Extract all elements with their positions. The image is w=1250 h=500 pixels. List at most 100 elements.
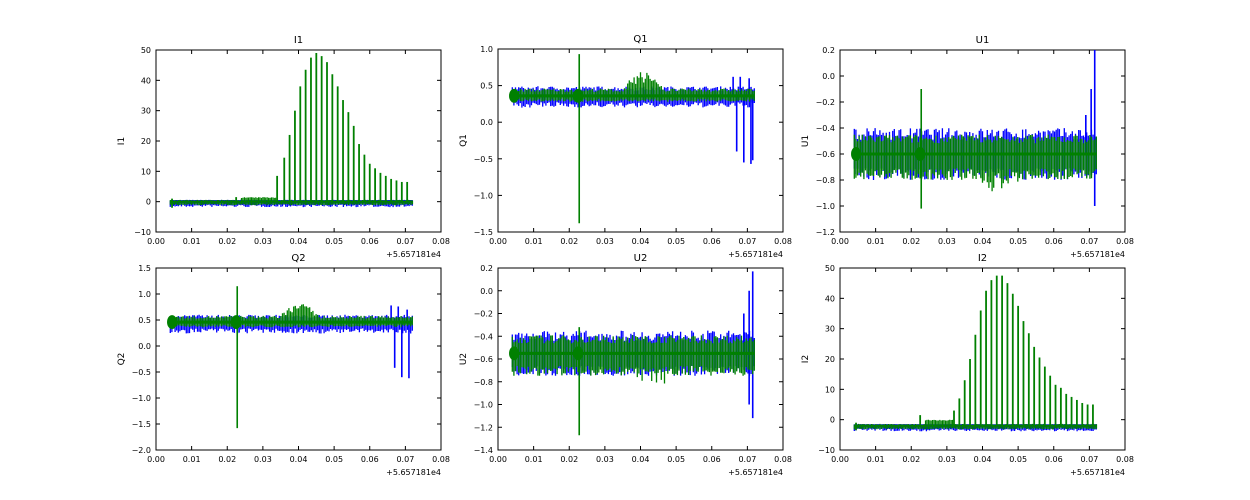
x-tick-label: 0.07 xyxy=(1080,455,1098,464)
x-tick-label: 0.00 xyxy=(831,455,849,464)
x-offset-label: +5.657181e4 xyxy=(386,250,441,259)
y-tick-label: 0 xyxy=(146,198,151,207)
y-tick-label: 0.0 xyxy=(480,118,493,127)
series-green-marker xyxy=(231,315,242,330)
y-tick-label: 0.2 xyxy=(822,46,835,55)
y-tick-label: −1.5 xyxy=(474,228,493,237)
x-tick-label: 0.07 xyxy=(738,237,756,246)
x-tick-label: 0.08 xyxy=(432,237,450,246)
x-tick-label: 0.02 xyxy=(902,237,920,246)
x-tick-label: 0.01 xyxy=(183,455,201,464)
x-tick-label: 0.08 xyxy=(1116,455,1134,464)
y-tick-label: 0.0 xyxy=(480,287,493,296)
x-tick-label: 0.02 xyxy=(560,237,578,246)
x-tick-label: 0.04 xyxy=(290,455,308,464)
x-tick-label: 0.00 xyxy=(147,237,165,246)
y-tick-label: −1.4 xyxy=(474,446,493,455)
x-offset-label: +5.657181e4 xyxy=(728,468,783,477)
y-tick-label: 0.5 xyxy=(480,82,493,91)
x-offset-label: +5.657181e4 xyxy=(1070,250,1125,259)
x-tick-label: 0.00 xyxy=(147,455,165,464)
y-tick-label: −1.2 xyxy=(816,228,835,237)
plot-area xyxy=(155,267,442,451)
x-tick-label: 0.02 xyxy=(218,237,236,246)
chart-title: Q1 xyxy=(633,34,647,45)
x-tick-label: 0.04 xyxy=(632,455,650,464)
x-tick-label: 0.01 xyxy=(525,455,543,464)
x-offset-label: +5.657181e4 xyxy=(386,468,441,477)
x-tick-label: 0.04 xyxy=(974,455,992,464)
x-tick-label: 0.05 xyxy=(667,237,685,246)
x-tick-label: 0.07 xyxy=(396,455,414,464)
x-tick-label: 0.00 xyxy=(489,455,507,464)
y-tick-label: 0.2 xyxy=(480,264,493,273)
chart-title: U1 xyxy=(976,35,990,46)
x-tick-label: 0.05 xyxy=(325,237,343,246)
y-tick-label: 1.5 xyxy=(138,264,151,273)
series-group xyxy=(851,50,1097,209)
chart-panel-u2: U2 U2 0.00 0.01 0.02 0.03 0.04 0.05 0.06 0.07 0.08… xyxy=(459,253,792,477)
series-group xyxy=(167,286,413,429)
y-tick-label: −0.6 xyxy=(474,355,493,364)
y-tick-label: 40 xyxy=(825,294,835,303)
y-tick-label: 20 xyxy=(141,137,151,146)
series-green-marker xyxy=(851,147,862,161)
x-tick-label: 0.06 xyxy=(1045,455,1063,464)
x-tick-label: 0.05 xyxy=(667,455,685,464)
x-tick-label: 0.02 xyxy=(218,455,236,464)
x-tick-label: 0.07 xyxy=(738,455,756,464)
x-tick-label: 0.03 xyxy=(596,455,614,464)
chart-panel-q2: Q2 Q2 0.00 0.01 0.02 0.03 0.04 0.05 0.06 0.07 0.08… xyxy=(117,253,450,477)
series-group xyxy=(169,53,414,208)
y-tick-label: −0.5 xyxy=(132,368,151,377)
y-tick-label: 50 xyxy=(141,46,151,55)
y-tick-label: −0.8 xyxy=(816,176,835,185)
x-tick-label: 0.05 xyxy=(1009,455,1027,464)
y-tick-label: −10 xyxy=(818,446,835,455)
x-tick-label: 0.02 xyxy=(560,455,578,464)
y-tick-label: −1.0 xyxy=(474,401,493,410)
x-tick-label: 0.03 xyxy=(596,237,614,246)
series-green-marker xyxy=(509,346,520,361)
chart-title: I1 xyxy=(294,35,303,46)
y-tick-label: 40 xyxy=(141,76,151,85)
x-tick-label: 0.06 xyxy=(703,455,721,464)
x-tick-label: 0.05 xyxy=(325,455,343,464)
x-tick-label: 0.01 xyxy=(525,237,543,246)
y-tick-label: −0.2 xyxy=(816,98,835,107)
y-tick-label: −0.4 xyxy=(816,124,835,133)
y-tick-label: 30 xyxy=(825,325,835,334)
y-tick-label: −1.0 xyxy=(816,202,835,211)
y-tick-label: 30 xyxy=(141,107,151,116)
y-tick-label: −1.0 xyxy=(474,191,493,200)
x-tick-label: 0.08 xyxy=(432,455,450,464)
y-tick-label: 0.0 xyxy=(822,72,835,81)
y-tick-label: 0 xyxy=(830,416,835,425)
y-tick-label: 1.0 xyxy=(480,45,493,54)
x-tick-label: 0.06 xyxy=(703,237,721,246)
x-tick-label: 0.02 xyxy=(902,455,920,464)
x-tick-label: 0.06 xyxy=(361,455,379,464)
x-tick-label: 0.03 xyxy=(254,237,272,246)
y-tick-label: −1.0 xyxy=(132,394,151,403)
x-tick-label: 0.00 xyxy=(831,237,849,246)
chart-panel-i2: I2 I2 0.00 0.01 0.02 0.03 0.04 0.05 0.06 0.07 0.08… xyxy=(801,253,1134,477)
y-axis-label: U2 xyxy=(459,353,469,365)
x-tick-label: 0.05 xyxy=(1009,237,1027,246)
x-tick-label: 0.08 xyxy=(1116,237,1134,246)
y-tick-label: 10 xyxy=(825,385,835,394)
y-tick-label: −1.5 xyxy=(132,420,151,429)
x-tick-label: 0.07 xyxy=(396,237,414,246)
series-group xyxy=(509,271,755,436)
y-tick-label: 50 xyxy=(825,264,835,273)
x-tick-label: 0.04 xyxy=(974,237,992,246)
y-tick-label: 0.5 xyxy=(138,316,151,325)
y-tick-label: −0.6 xyxy=(816,150,835,159)
chart-title: Q2 xyxy=(291,253,305,264)
x-tick-label: 0.01 xyxy=(867,237,885,246)
x-offset-label: +5.657181e4 xyxy=(728,250,783,259)
y-tick-label: 10 xyxy=(141,167,151,176)
y-tick-label: −1.2 xyxy=(474,423,493,432)
y-tick-label: −0.5 xyxy=(474,155,493,164)
